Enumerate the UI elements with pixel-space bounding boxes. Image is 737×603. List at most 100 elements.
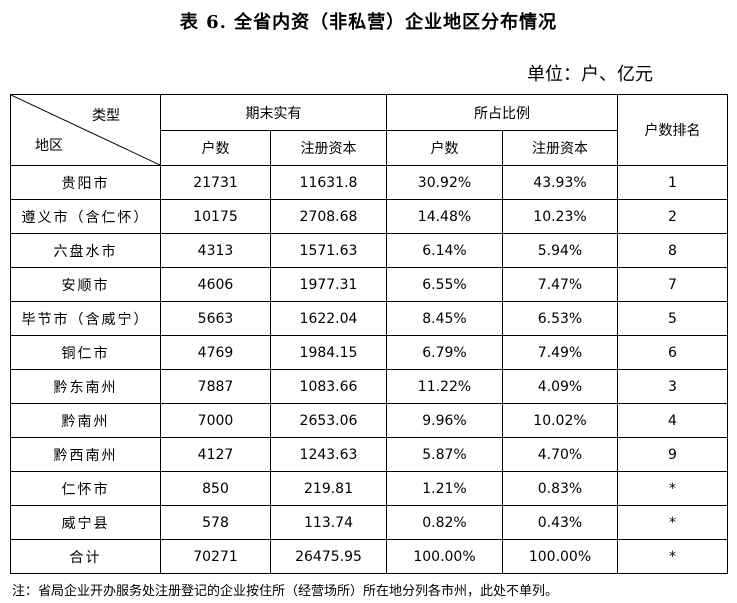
region-cell: 黔东南州 [10, 369, 161, 404]
pct-capital-cell: 6.53% [502, 301, 618, 336]
header-group-share: 所占比例 [386, 94, 618, 131]
pct-households-cell: 100.00% [386, 539, 503, 574]
pct-capital-cell: 4.70% [502, 437, 618, 472]
households-cell: 7000 [160, 403, 271, 438]
capital-cell: 11631.8 [270, 165, 387, 200]
pct-households-cell: 6.55% [386, 267, 503, 302]
pct-households-cell: 6.79% [386, 335, 503, 370]
households-cell: 4769 [160, 335, 271, 370]
capital-cell: 26475.95 [270, 539, 387, 574]
subheader-pct-households: 户数 [386, 130, 503, 166]
region-cell: 黔西南州 [10, 437, 161, 472]
pct-capital-cell: 7.47% [502, 267, 618, 302]
region-cell: 安顺市 [10, 267, 161, 302]
pct-households-cell: 9.96% [386, 403, 503, 438]
pct-capital-cell: 0.83% [502, 471, 618, 506]
households-cell: 7887 [160, 369, 271, 404]
table-row: 铜仁市 4769 1984.15 6.79% 7.49% 6 [10, 335, 728, 370]
region-cell: 遵义市（含仁怀） [10, 199, 161, 234]
pct-households-cell: 14.48% [386, 199, 503, 234]
region-cell: 威宁县 [10, 505, 161, 540]
region-cell: 铜仁市 [10, 335, 161, 370]
rank-cell: 1 [617, 165, 728, 200]
households-cell: 4606 [160, 267, 271, 302]
pct-capital-cell: 43.93% [502, 165, 618, 200]
pct-capital-cell: 5.94% [502, 233, 618, 268]
region-cell: 毕节市（含威宁） [10, 301, 161, 336]
type-label: 类型 [92, 108, 120, 124]
table-row: 毕节市（含威宁） 5663 1622.04 8.45% 6.53% 5 [10, 301, 728, 336]
households-cell: 70271 [160, 539, 271, 574]
subheader-households: 户数 [160, 130, 271, 166]
rank-cell: 5 [617, 301, 728, 336]
pct-households-cell: 0.82% [386, 505, 503, 540]
subheader-capital: 注册资本 [270, 130, 387, 166]
pct-households-cell: 11.22% [386, 369, 503, 404]
region-distribution-table: 类型 地区 期末实有 所占比例 户数排名 户数 注册资本 户数 注册资本 贵阳市… [10, 94, 728, 574]
rank-cell: 4 [617, 403, 728, 438]
table-row: 仁怀市 850 219.81 1.21% 0.83% * [10, 471, 728, 506]
table-row: 黔东南州 7887 1083.66 11.22% 4.09% 3 [10, 369, 728, 404]
rank-cell: 3 [617, 369, 728, 404]
capital-cell: 219.81 [270, 471, 387, 506]
rank-cell: 7 [617, 267, 728, 302]
capital-cell: 113.74 [270, 505, 387, 540]
pct-capital-cell: 100.00% [502, 539, 618, 574]
capital-cell: 1977.31 [270, 267, 387, 302]
pct-capital-cell: 0.43% [502, 505, 618, 540]
households-cell: 21731 [160, 165, 271, 200]
pct-households-cell: 6.14% [386, 233, 503, 268]
pct-capital-cell: 10.23% [502, 199, 618, 234]
households-cell: 578 [160, 505, 271, 540]
capital-cell: 1083.66 [270, 369, 387, 404]
table-row: 六盘水市 4313 1571.63 6.14% 5.94% 8 [10, 233, 728, 268]
footnote: 注：省局企业开办服务处注册登记的企业按住所（经营场所）所在地分列各市州，此处不单… [12, 584, 559, 599]
table-row: 威宁县 578 113.74 0.82% 0.43% * [10, 505, 728, 540]
rank-cell: 2 [617, 199, 728, 234]
table-row: 贵阳市 21731 11631.8 30.92% 43.93% 1 [10, 165, 728, 200]
table-row: 遵义市（含仁怀） 10175 2708.68 14.48% 10.23% 2 [10, 199, 728, 234]
table-row: 黔西南州 4127 1243.63 5.87% 4.70% 9 [10, 437, 728, 472]
pct-households-cell: 8.45% [386, 301, 503, 336]
table-row: 安顺市 4606 1977.31 6.55% 7.47% 7 [10, 267, 728, 302]
table-row: 黔南州 7000 2653.06 9.96% 10.02% 4 [10, 403, 728, 438]
region-cell: 六盘水市 [10, 233, 161, 268]
rank-cell: * [617, 505, 728, 540]
rank-cell: 8 [617, 233, 728, 268]
unit-label: 单位：户、亿元 [527, 64, 653, 85]
pct-households-cell: 30.92% [386, 165, 503, 200]
households-cell: 4127 [160, 437, 271, 472]
households-cell: 5663 [160, 301, 271, 336]
pct-households-cell: 1.21% [386, 471, 503, 506]
diagonal-header-cell: 类型 地区 [10, 94, 161, 166]
capital-cell: 2653.06 [270, 403, 387, 438]
households-cell: 4313 [160, 233, 271, 268]
rank-cell: 6 [617, 335, 728, 370]
table-body: 贵阳市 21731 11631.8 30.92% 43.93% 1 遵义市（含仁怀） 1017… [10, 165, 728, 574]
region-cell: 黔南州 [10, 403, 161, 438]
region-cell: 仁怀市 [10, 471, 161, 506]
pct-capital-cell: 4.09% [502, 369, 618, 404]
capital-cell: 1984.15 [270, 335, 387, 370]
pct-households-cell: 5.87% [386, 437, 503, 472]
capital-cell: 1243.63 [270, 437, 387, 472]
table-title: 表 6. 全省内资（非私营）企业地区分布情况 [179, 12, 558, 33]
region-cell: 合计 [10, 539, 161, 574]
rank-cell: * [617, 539, 728, 574]
region-cell: 贵阳市 [10, 165, 161, 200]
capital-cell: 1622.04 [270, 301, 387, 336]
households-cell: 10175 [160, 199, 271, 234]
rank-cell: 9 [617, 437, 728, 472]
households-cell: 850 [160, 471, 271, 506]
diagonal-line [11, 95, 160, 165]
capital-cell: 1571.63 [270, 233, 387, 268]
pct-capital-cell: 10.02% [502, 403, 618, 438]
header-rank: 户数排名 [617, 94, 728, 166]
rank-cell: * [617, 471, 728, 506]
subheader-pct-capital: 注册资本 [502, 130, 618, 166]
capital-cell: 2708.68 [270, 199, 387, 234]
table-row: 合计 70271 26475.95 100.00% 100.00% * [10, 539, 728, 574]
pct-capital-cell: 7.49% [502, 335, 618, 370]
header-group-period-end: 期末实有 [160, 94, 387, 131]
area-label: 地区 [35, 138, 63, 154]
